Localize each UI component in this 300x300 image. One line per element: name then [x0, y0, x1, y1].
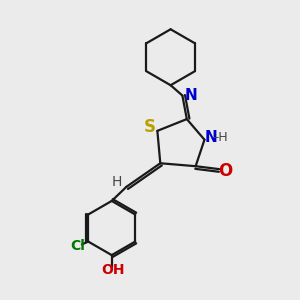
Text: OH: OH [101, 263, 125, 277]
Text: N: N [205, 130, 217, 145]
Text: H: H [112, 175, 122, 188]
Text: –H: –H [213, 131, 229, 144]
Text: Cl: Cl [70, 239, 85, 253]
Text: S: S [144, 118, 156, 136]
Text: N: N [184, 88, 197, 103]
Text: O: O [218, 162, 233, 180]
